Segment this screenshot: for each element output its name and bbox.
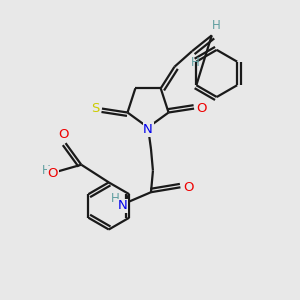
Text: O: O bbox=[58, 128, 69, 141]
Text: H: H bbox=[42, 164, 50, 177]
Text: O: O bbox=[48, 167, 58, 180]
Text: H: H bbox=[191, 56, 200, 69]
Text: H: H bbox=[212, 19, 221, 32]
Text: N: N bbox=[143, 123, 153, 136]
Text: S: S bbox=[91, 102, 99, 115]
Text: O: O bbox=[197, 102, 207, 115]
Text: O: O bbox=[183, 181, 194, 194]
Text: H: H bbox=[111, 192, 120, 205]
Text: N: N bbox=[118, 200, 128, 212]
